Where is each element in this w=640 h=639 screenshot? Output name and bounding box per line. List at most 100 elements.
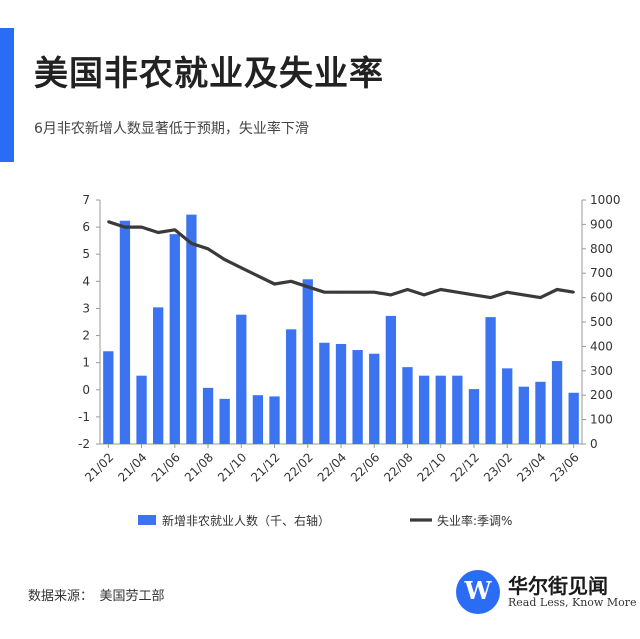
- brand-name: 华尔街见闻: [508, 574, 608, 598]
- jobs-bar: [202, 387, 214, 444]
- x-tick-label: 22/04: [315, 450, 349, 484]
- left-tick-label: 1: [82, 356, 90, 370]
- unemployment-point: [223, 258, 226, 261]
- page-subtitle: 6月非农新增人数显著低于预期，失业率下滑: [34, 121, 309, 137]
- brand-logo: W 华尔街见闻 Read Less, Know More: [456, 568, 636, 618]
- jobs-bar: [485, 317, 496, 444]
- unemployment-point: [456, 290, 459, 294]
- jobs-bar: [468, 389, 480, 444]
- jobs-bar: [551, 361, 563, 444]
- jobs-bar: [369, 353, 380, 444]
- legend-bar-swatch: [138, 515, 156, 525]
- x-tick-label: 22/08: [381, 450, 415, 484]
- right-tick-label: 500: [590, 315, 613, 329]
- jobs-bar: [302, 279, 313, 444]
- x-tick-label: 22/02: [282, 450, 316, 484]
- x-tick-label: 22/10: [414, 450, 448, 484]
- title-accent-bar: [0, 28, 14, 162]
- jobs-bar: [136, 375, 147, 444]
- jobs-bar: [352, 350, 363, 444]
- jobs-bar: [169, 234, 180, 444]
- left-tick-label: -1: [78, 410, 90, 424]
- jobs-bar: [418, 375, 430, 444]
- unemployment-point: [356, 290, 359, 294]
- unemployment-point: [373, 290, 376, 294]
- unemployment-point: [156, 231, 160, 234]
- right-tick-label: 900: [590, 217, 613, 231]
- legend-bar-label: 新增非农就业人数（千、右轴）: [162, 513, 330, 528]
- left-tick-label: 3: [82, 301, 90, 315]
- jobs-bar: [452, 375, 463, 444]
- x-tick-label: 21/02: [82, 450, 116, 484]
- unemployment-point: [256, 274, 260, 278]
- jobs-bar: [285, 329, 297, 444]
- left-tick-label: 5: [82, 247, 90, 261]
- jobs-bar: [502, 368, 513, 444]
- jobs-bar: [119, 220, 131, 444]
- unemployment-point: [472, 293, 476, 297]
- unemployment-point: [522, 293, 526, 297]
- unemployment-point: [123, 225, 127, 229]
- jobs-bar: [153, 307, 164, 444]
- right-tick-label: 700: [590, 266, 613, 280]
- jobs-bar: [385, 315, 397, 444]
- unemployment-point: [306, 285, 309, 288]
- unemployment-point: [389, 293, 393, 297]
- jobs-bar: [402, 367, 413, 444]
- jobs-bar: [319, 342, 330, 444]
- jobs-bar: [252, 395, 264, 444]
- right-tick-label: 800: [590, 242, 613, 256]
- x-tick-label: 21/04: [115, 450, 149, 484]
- x-tick-label: 22/12: [448, 450, 482, 484]
- unemployment-point: [273, 282, 276, 286]
- x-tick-label: 23/04: [514, 450, 548, 484]
- jobs-bar: [269, 396, 280, 444]
- unemployment-point: [289, 280, 293, 283]
- jobs-bar: [236, 314, 247, 444]
- right-tick-label: 100: [590, 413, 613, 427]
- left-tick-label: 7: [82, 193, 90, 207]
- unemployment-point: [406, 288, 409, 291]
- brand-tagline: Read Less, Know More: [508, 596, 637, 609]
- unemployment-point: [107, 220, 110, 223]
- x-tick-label: 21/10: [215, 450, 249, 484]
- unemployment-point: [173, 228, 176, 232]
- unemployment-point: [539, 296, 542, 299]
- jobs-bar: [186, 214, 197, 444]
- x-tick-label: 21/08: [182, 450, 216, 484]
- legend-line-label: 失业率:季调%: [437, 513, 512, 528]
- right-tick-label: 0: [590, 437, 598, 451]
- left-tick-label: 2: [82, 329, 90, 343]
- unemployment-point: [572, 290, 575, 294]
- left-tick-label: 4: [82, 274, 90, 288]
- x-tick-label: 23/02: [481, 450, 515, 484]
- right-tick-label: 300: [590, 364, 613, 378]
- left-tick-label: 6: [82, 220, 90, 234]
- unemployment-point: [140, 225, 143, 229]
- jobs-bar: [568, 392, 579, 444]
- right-tick-label: 600: [590, 291, 613, 305]
- logo-letter: W: [464, 576, 492, 605]
- unemployment-point: [489, 296, 492, 299]
- unemployment-point: [422, 293, 426, 297]
- left-tick-label: -2: [78, 437, 90, 451]
- unemployment-point: [506, 290, 509, 294]
- unemployment-point: [190, 242, 193, 245]
- unemployment-point: [439, 288, 442, 291]
- data-source: 数据来源： 美国劳工部: [28, 589, 165, 604]
- jobs-bar: [335, 343, 347, 444]
- unemployment-point: [323, 290, 326, 294]
- x-tick-label: 22/06: [348, 450, 382, 484]
- right-tick-label: 1000: [590, 193, 621, 207]
- x-tick-label: 21/12: [248, 450, 282, 484]
- unemployment-point: [555, 288, 559, 291]
- right-tick-label: 200: [590, 388, 613, 402]
- unemployment-point: [206, 247, 210, 250]
- wallstreetcn-logo-icon: [456, 570, 500, 614]
- unemployment-point: [339, 290, 343, 294]
- jobs-bar: [219, 398, 230, 444]
- x-tick-label: 21/06: [149, 450, 183, 484]
- combo-chart: -2 -1 0 1 2 3 4 5 6 7 0 100 200 300 400 500 600 700 800 900…: [78, 193, 621, 528]
- jobs-bar: [518, 386, 529, 444]
- jobs-bar: [103, 351, 114, 444]
